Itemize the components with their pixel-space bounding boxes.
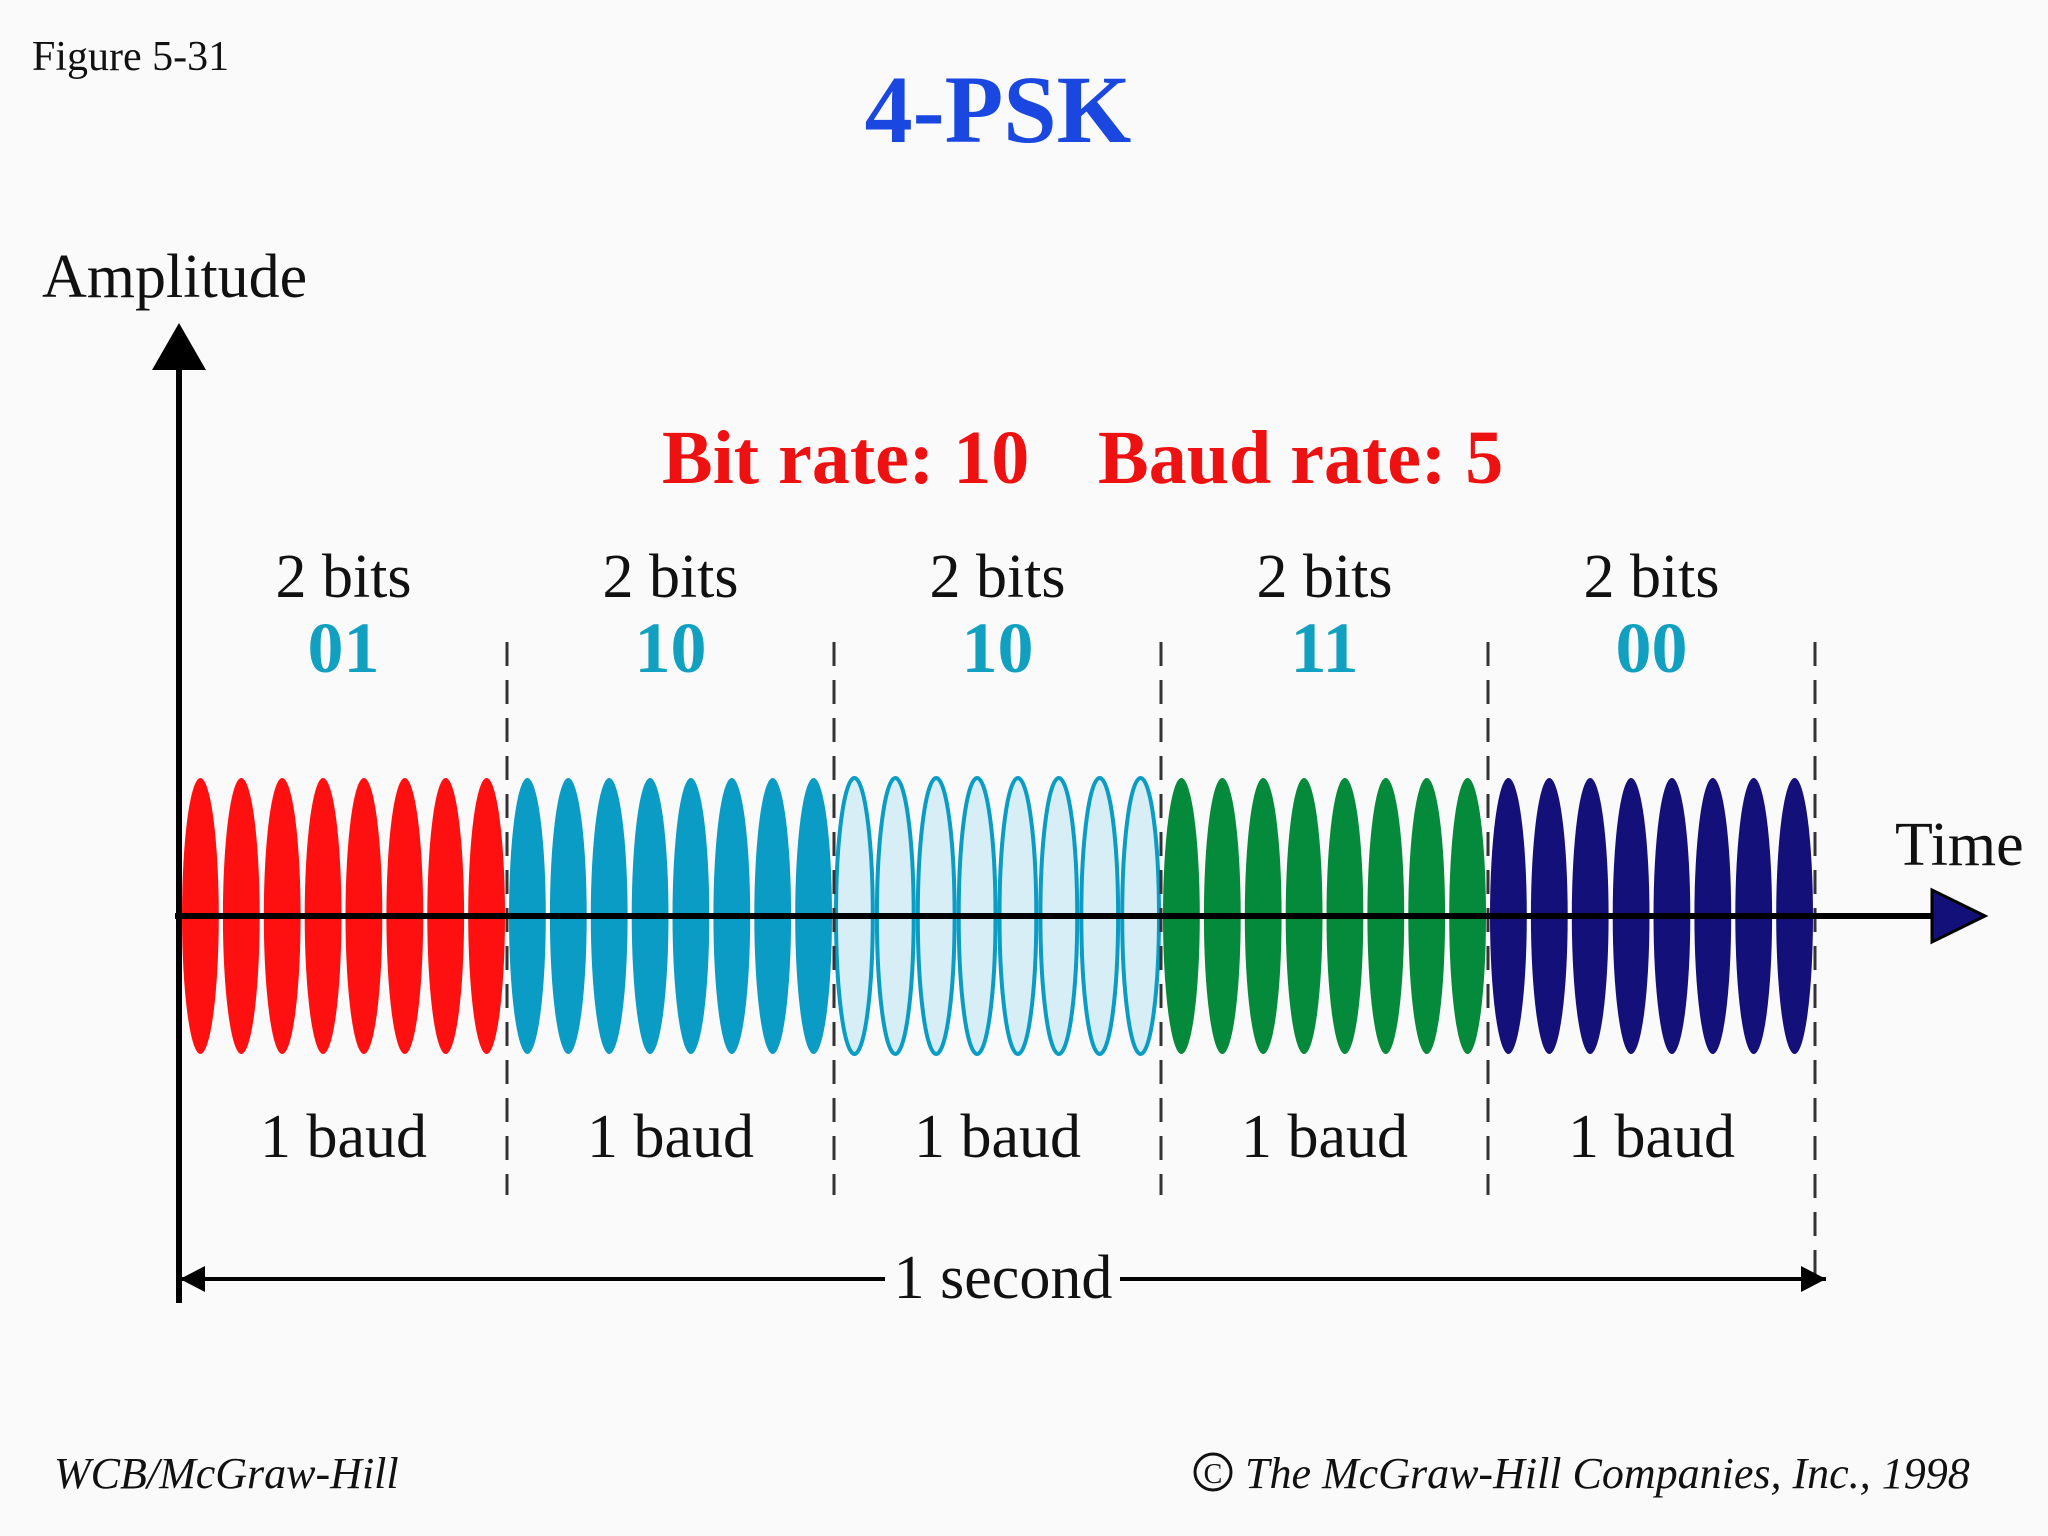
y-axis-arrow-icon [152, 323, 206, 370]
segment-code: 10 [962, 608, 1034, 688]
segment-code: 00 [1616, 608, 1688, 688]
copyright-icon [1193, 1452, 1233, 1492]
segment-code: 11 [1290, 608, 1358, 688]
duration-right-arrow-icon [1801, 1266, 1826, 1292]
segment-baud-label: 1 baud [260, 1103, 427, 1171]
baud-rate-label: Baud rate: 5 [1098, 416, 1503, 500]
segment-code: 01 [308, 608, 380, 688]
segment-bits-label: 2 bits [929, 543, 1065, 611]
y-axis-label: Amplitude [42, 243, 307, 311]
duration-label: 1 second [894, 1244, 1113, 1312]
x-axis-label: Time [1895, 811, 2024, 879]
segment-bits-label: 2 bits [1256, 543, 1392, 611]
segment-baud-label: 1 baud [1241, 1103, 1408, 1171]
bit-rate-label: Bit rate: 10 [662, 416, 1029, 500]
segment-baud-label: 1 baud [914, 1103, 1081, 1171]
figure-label: Figure 5-31 [32, 34, 229, 80]
segment-baud-label: 1 baud [587, 1103, 754, 1171]
duration-left-arrow-icon [180, 1266, 205, 1292]
segment-baud-label: 1 baud [1568, 1103, 1735, 1171]
segment-bits-label: 2 bits [602, 543, 738, 611]
diagram-title: 4-PSK [865, 56, 1132, 163]
segment-bits-label: 2 bits [275, 543, 411, 611]
copyright-icon-letter: C [1204, 1459, 1223, 1490]
footer-copyright: The McGraw-Hill Companies, Inc., 1998 [1245, 1449, 1970, 1498]
copyright-notice: C The McGraw-Hill Companies, Inc., 1998 [1193, 1449, 1970, 1498]
segment-bits-label: 2 bits [1583, 543, 1719, 611]
footer-publisher: WCB/McGraw-Hill [54, 1449, 399, 1498]
x-axis-arrow-icon [1930, 887, 1989, 945]
segment-code: 10 [635, 608, 707, 688]
